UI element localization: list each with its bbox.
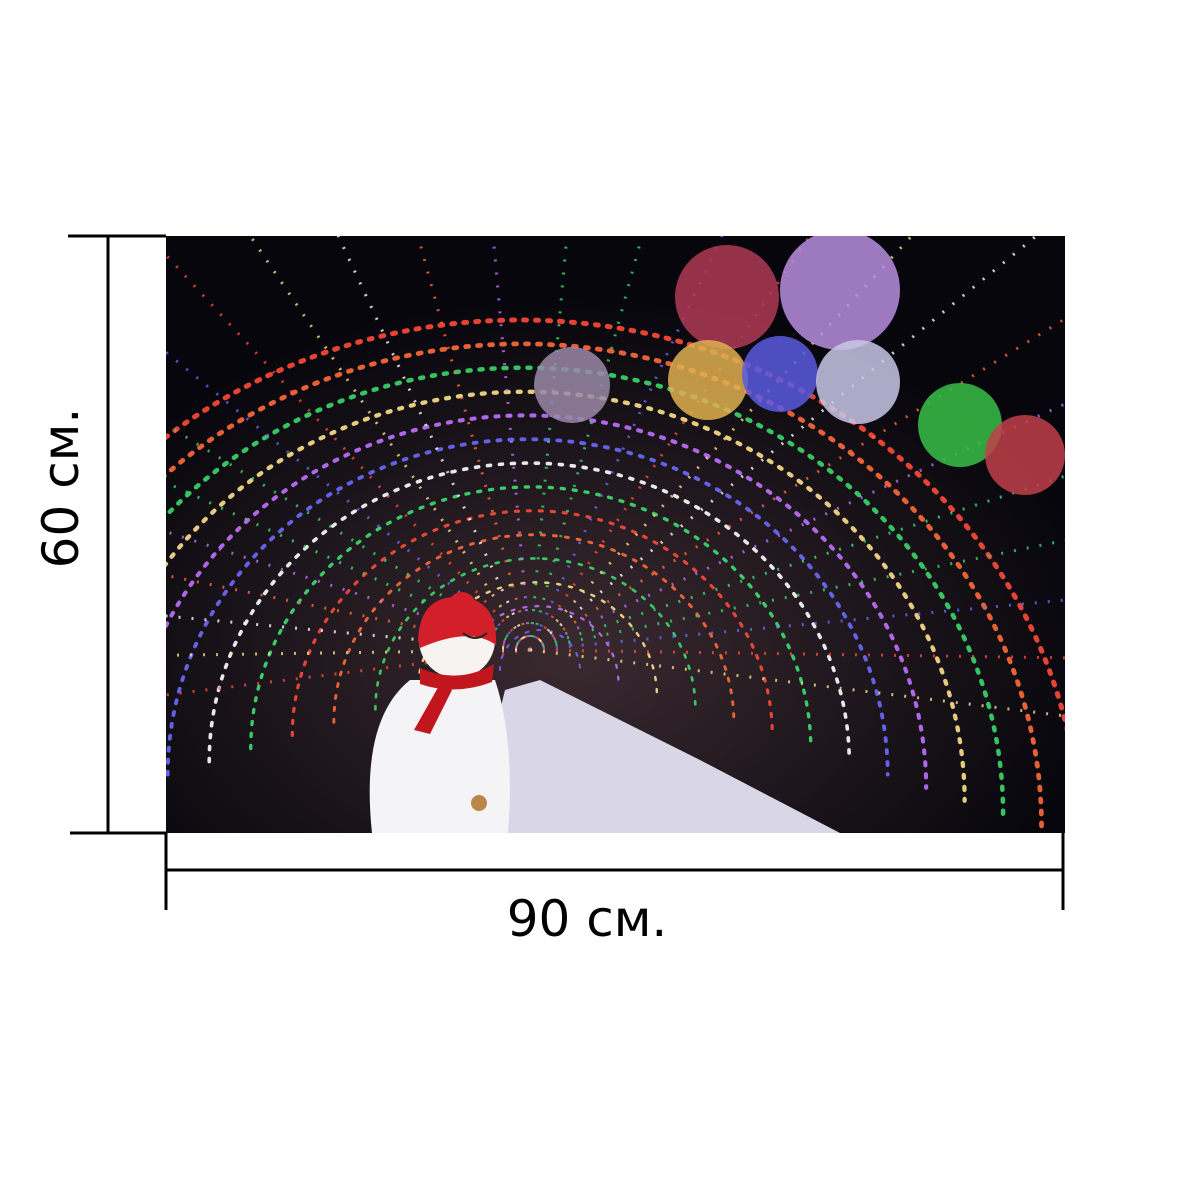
height-label: 60 см. [32, 408, 90, 569]
light-string [332, 533, 736, 724]
light-string [290, 509, 774, 737]
light-strand [528, 236, 644, 651]
light-string [249, 485, 813, 751]
width-label: 90 см. [507, 890, 668, 948]
light-string [166, 437, 890, 777]
light-string [166, 341, 1044, 830]
light-arches [166, 236, 1065, 830]
light-strand [416, 236, 532, 651]
light-string [374, 557, 697, 711]
light-string [207, 461, 852, 764]
snowman [369, 592, 510, 833]
light-string [166, 389, 967, 803]
light-string [499, 629, 581, 671]
walkway [470, 680, 840, 833]
light-string [415, 581, 659, 698]
light-balls [534, 236, 1065, 495]
dimension-lines [68, 234, 1065, 910]
photo [166, 236, 1065, 833]
